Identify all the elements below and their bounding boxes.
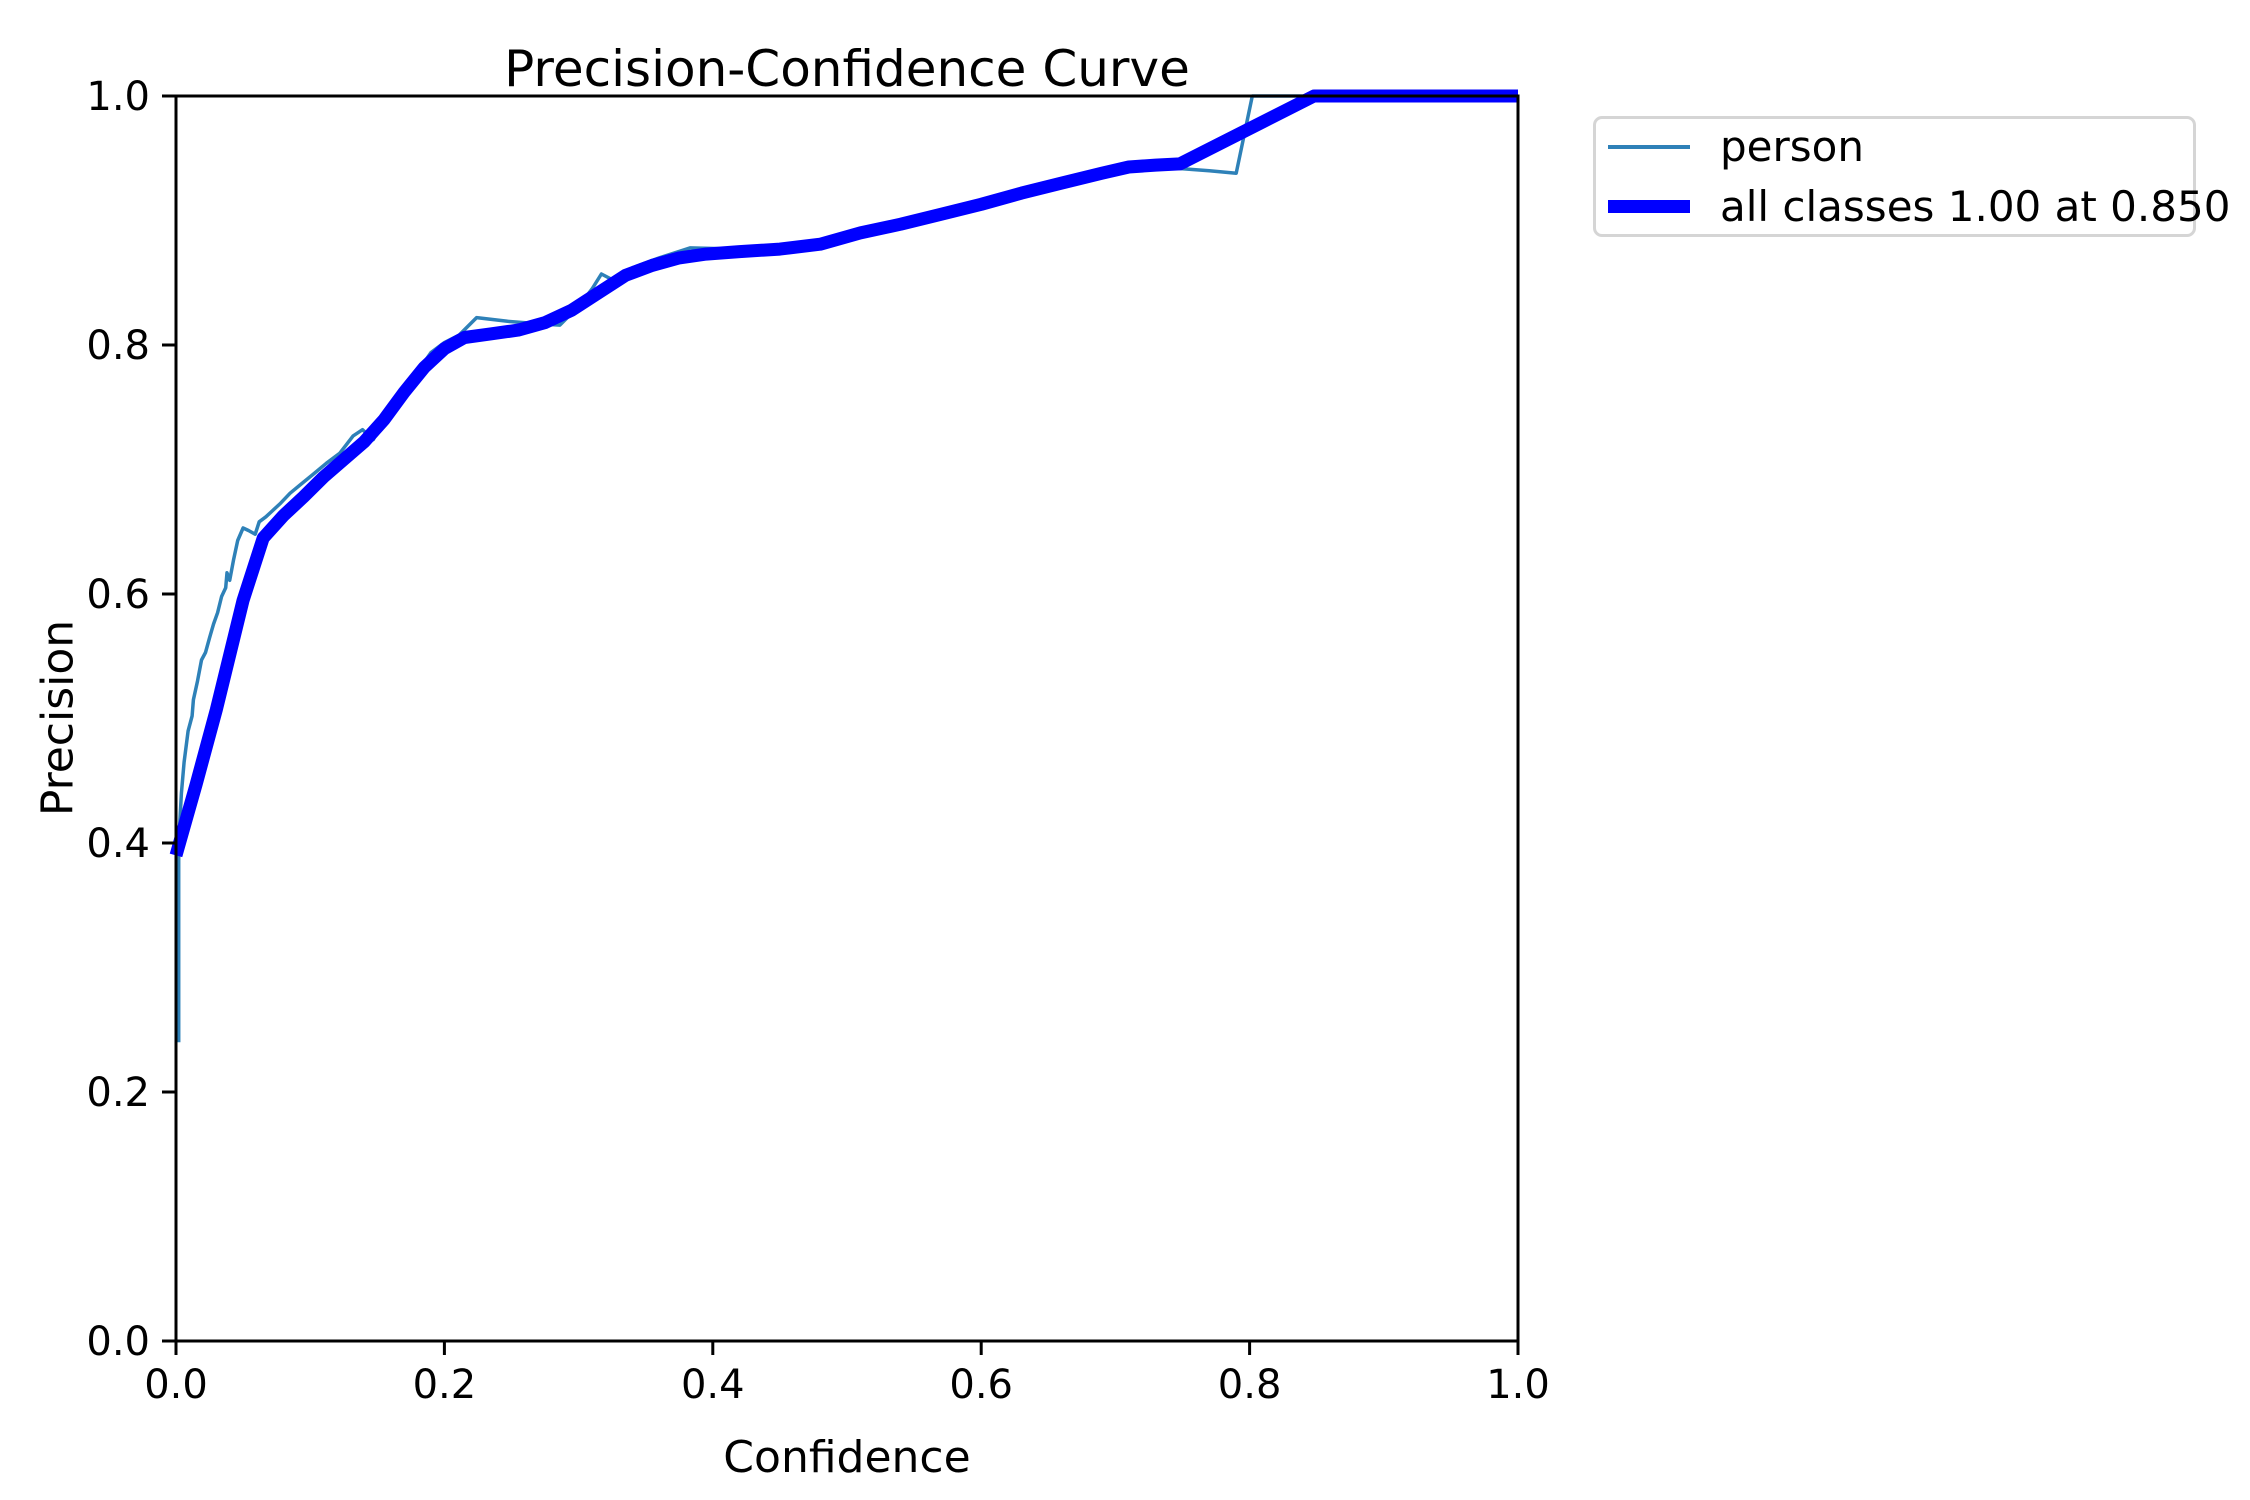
y-tick-label-1: 0.2	[86, 1070, 150, 1116]
legend-item-person: person	[1608, 121, 2181, 171]
y-tick-label-2: 0.4	[86, 821, 150, 867]
legend-label-all-classes: all classes 1.00 at 0.850	[1720, 181, 2231, 231]
x-tick-label-4: 0.8	[1218, 1362, 1282, 1408]
legend-line-swatch-person	[1608, 144, 1690, 149]
y-tick-label-0: 0.0	[86, 1319, 150, 1365]
legend-line-swatch-all-classes	[1608, 200, 1690, 213]
y-axis-label: Precision	[32, 619, 84, 817]
y-tick-label-3: 0.6	[86, 572, 150, 618]
legend-label-person: person	[1720, 121, 1864, 171]
chart-title: Precision-Confidence Curve	[504, 40, 1190, 98]
y-tick-label-5: 1.0	[86, 74, 150, 120]
legend-item-all-classes: all classes 1.00 at 0.850	[1608, 185, 2230, 228]
x-tick-label-5: 1.0	[1486, 1362, 1550, 1408]
x-tick-label-2: 0.4	[681, 1362, 745, 1408]
legend: person all classes 1.00 at 0.850	[1593, 116, 2230, 237]
y-tick-label-4: 0.8	[86, 323, 150, 369]
x-axis-label: Confidence	[723, 1432, 971, 1483]
series-all-classes	[169, 89, 1518, 858]
x-tick-label-0: 0.0	[144, 1362, 208, 1408]
plot-area	[174, 94, 1520, 1343]
x-tick-label-1: 0.2	[413, 1362, 477, 1408]
x-tick-label-3: 0.6	[949, 1362, 1013, 1408]
